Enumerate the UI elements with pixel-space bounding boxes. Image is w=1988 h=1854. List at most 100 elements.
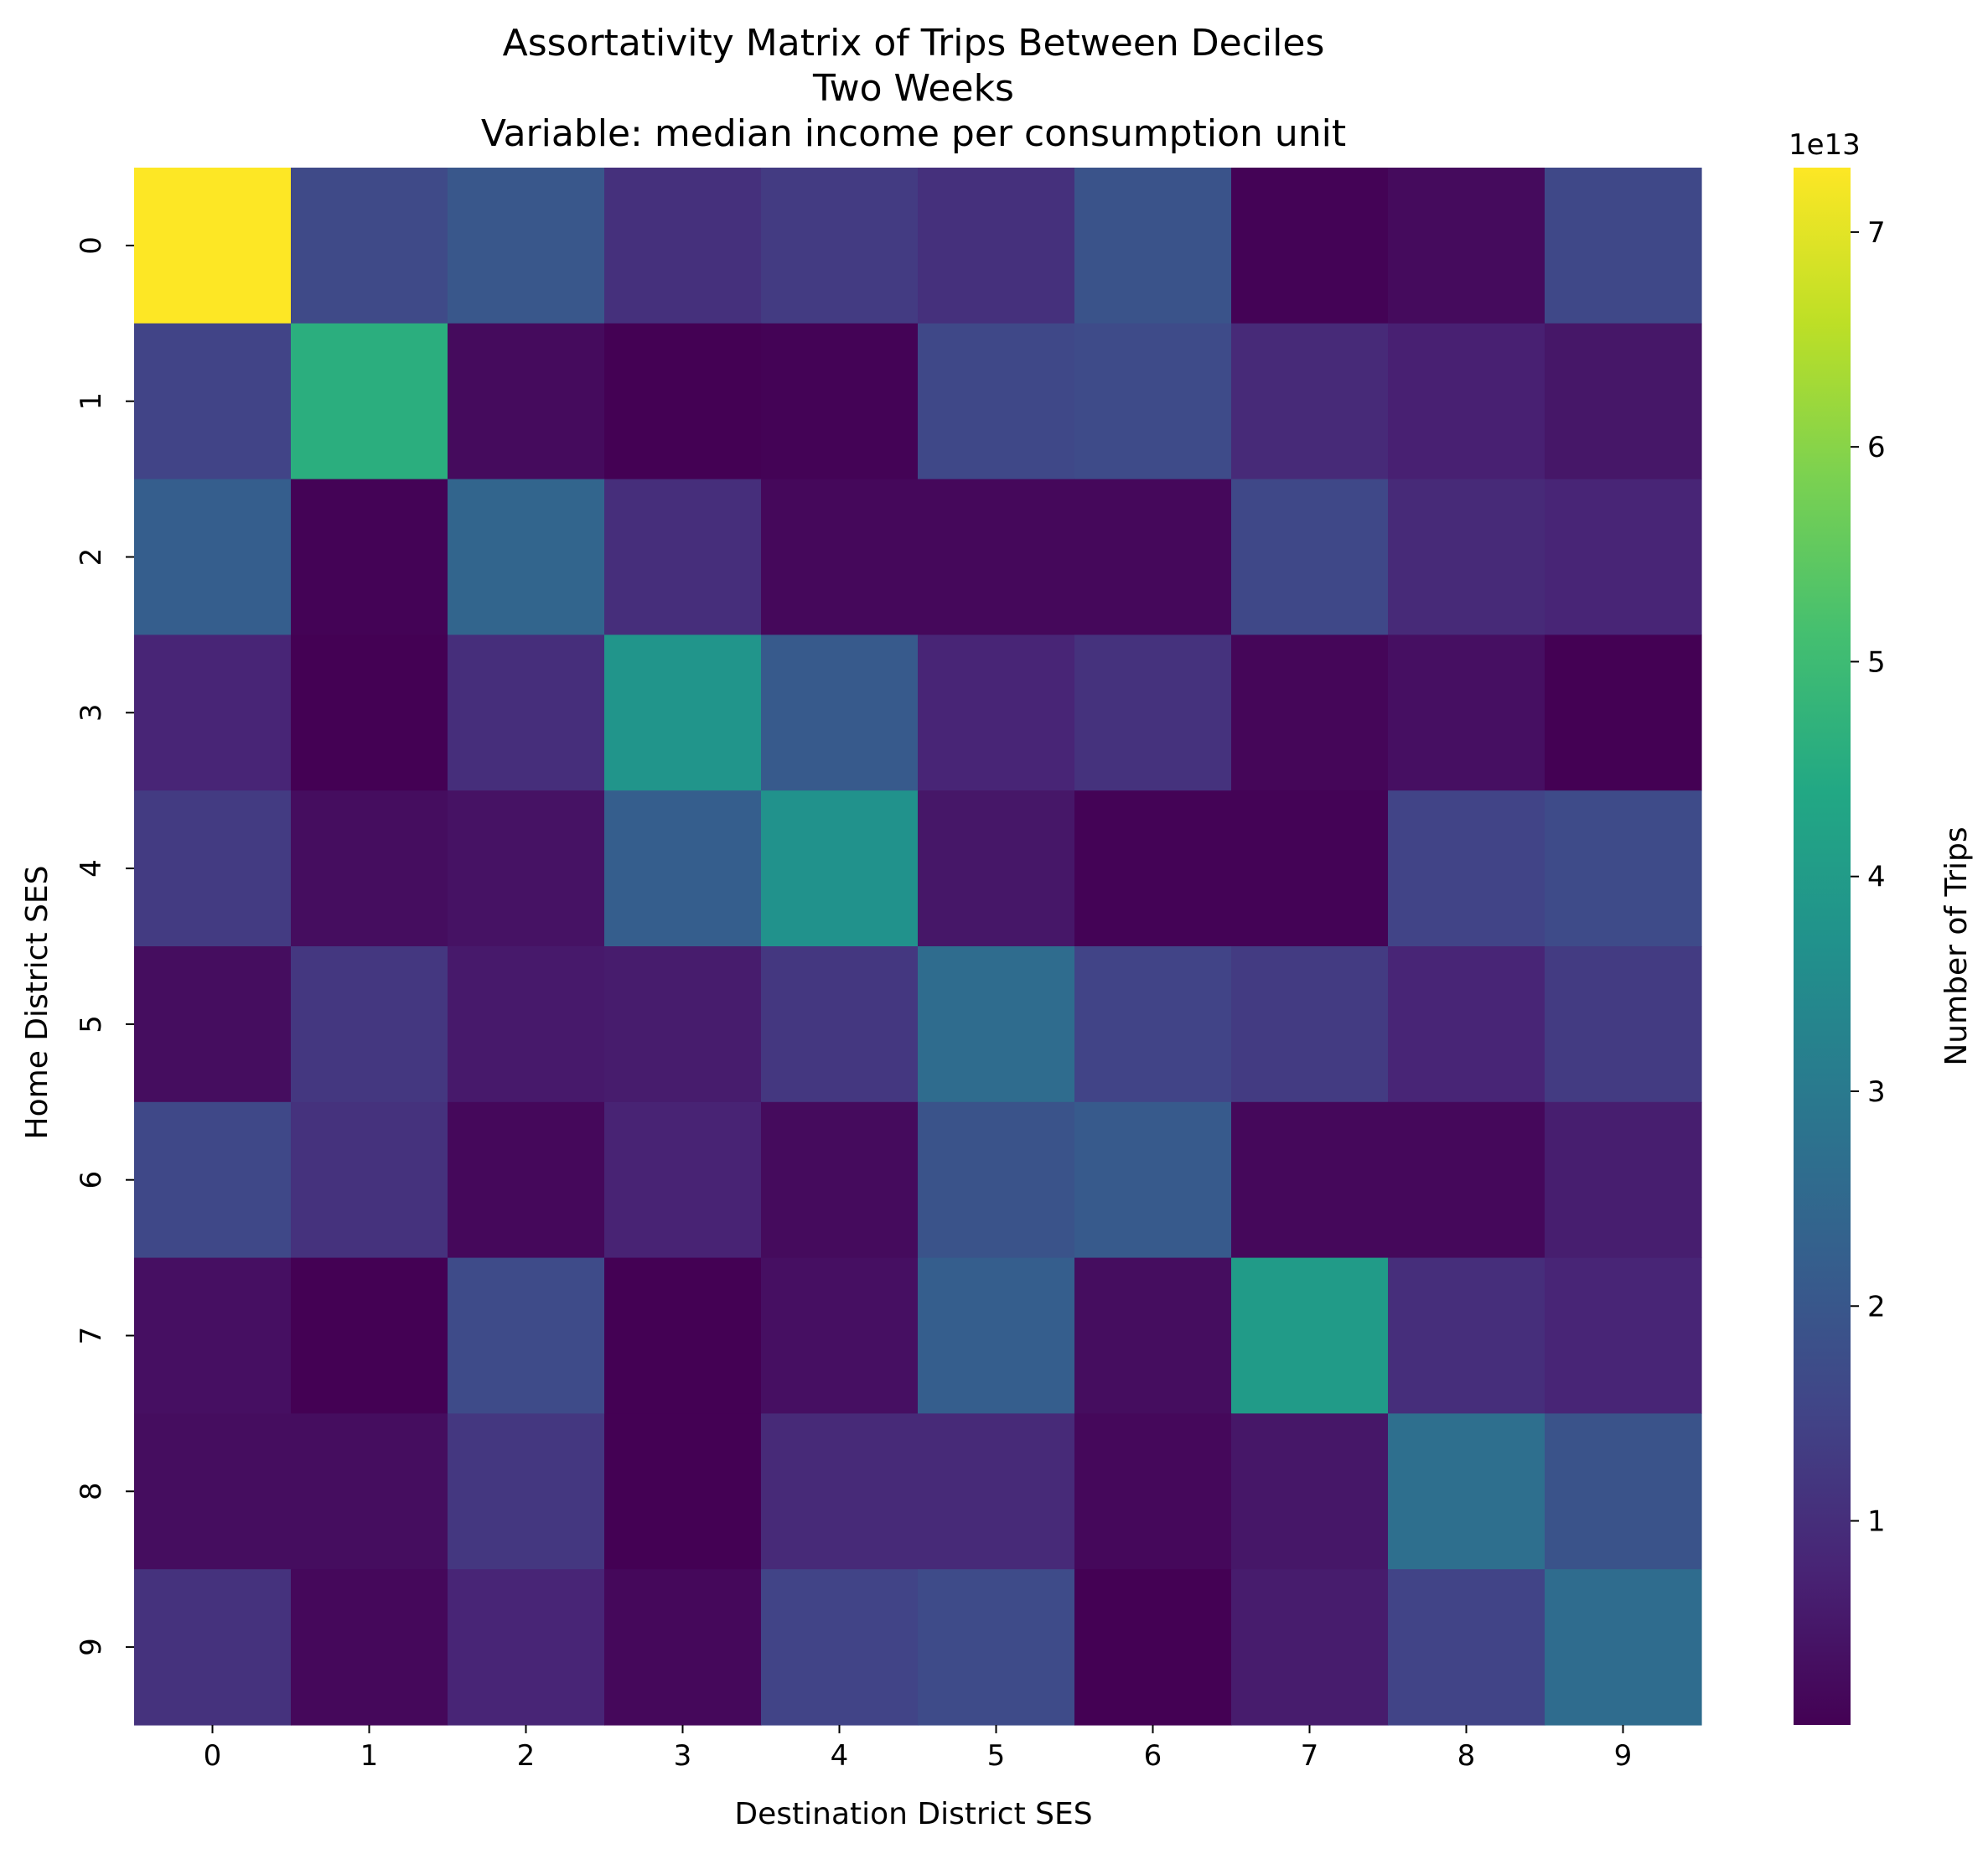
heatmap-cell-r8-c4 bbox=[761, 1413, 919, 1570]
heatmap-cell-r5-c6 bbox=[1074, 946, 1232, 1103]
heatmap-cell-r0-c8 bbox=[1388, 168, 1545, 324]
heatmap-cell-r4-c2 bbox=[448, 790, 605, 947]
colorbar: 1e13 1 2 3 4 5 6 7 Number of Trips bbox=[1789, 128, 1974, 1725]
x-axis-label: Destination District SES bbox=[734, 1797, 1092, 1831]
heatmap-cell-r2-c6 bbox=[1074, 479, 1232, 635]
heatmap-cell-r1-c7 bbox=[1231, 323, 1389, 480]
heatmap-cell-r4-c8 bbox=[1388, 790, 1545, 947]
heatmap-cell-r2-c5 bbox=[918, 479, 1075, 635]
y-axis-ticks: 0 1 2 3 4 5 6 7 8 9 bbox=[75, 236, 134, 1656]
heatmap-cell-r1-c9 bbox=[1545, 323, 1702, 480]
heatmap-cell-r5-c0 bbox=[134, 946, 292, 1103]
x-axis-ticks: 0 1 2 3 4 5 6 7 8 9 bbox=[204, 1725, 1632, 1773]
heatmap-cell-r8-c9 bbox=[1545, 1413, 1702, 1570]
heatmap-cell-r5-c9 bbox=[1545, 946, 1702, 1103]
heatmap-cell-r0-c6 bbox=[1074, 168, 1232, 324]
heatmap-cell-r9-c0 bbox=[134, 1569, 292, 1726]
x-tick-label-4: 4 bbox=[831, 1739, 849, 1773]
heatmap-cell-r1-c5 bbox=[918, 323, 1075, 480]
heatmap-cell-r0-c0 bbox=[134, 168, 292, 324]
y-tick-label-0: 0 bbox=[75, 236, 108, 255]
heatmap-cell-r2-c9 bbox=[1545, 479, 1702, 635]
colorbar-tick-label-0: 1 bbox=[1867, 1505, 1886, 1539]
heatmap-cell-r6-c8 bbox=[1388, 1101, 1545, 1259]
x-tick-label-1: 1 bbox=[360, 1739, 379, 1773]
heatmap-cell-r1-c8 bbox=[1388, 323, 1545, 480]
heatmap-cell-r2-c3 bbox=[604, 479, 762, 635]
y-tick-label-1: 1 bbox=[75, 392, 108, 411]
chart-title-line-3: Variable: median income per consumption … bbox=[481, 112, 1346, 155]
heatmap-cell-r8-c0 bbox=[134, 1413, 292, 1570]
heatmap-cell-r6-c3 bbox=[604, 1101, 762, 1259]
colorbar-label: Number of Trips bbox=[1939, 826, 1974, 1065]
heatmap-cell-r7-c1 bbox=[291, 1257, 448, 1414]
colorbar-tick-label-5: 6 bbox=[1867, 431, 1886, 464]
heatmap-cell-r9-c3 bbox=[604, 1569, 762, 1726]
heatmap-cell-r1-c2 bbox=[448, 323, 605, 480]
heatmap-cell-r0-c7 bbox=[1231, 168, 1389, 324]
heatmap-cells bbox=[134, 168, 1702, 1726]
heatmap-cell-r8-c2 bbox=[448, 1413, 605, 1570]
colorbar-ticks: 1 2 3 4 5 6 7 bbox=[1851, 216, 1886, 1539]
x-tick-label-0: 0 bbox=[204, 1739, 222, 1773]
heatmap-cell-r3-c0 bbox=[134, 634, 292, 791]
y-tick-label-5: 5 bbox=[75, 1015, 108, 1033]
heatmap-cell-r9-c1 bbox=[291, 1569, 448, 1726]
heatmap-cell-r6-c5 bbox=[918, 1101, 1075, 1259]
heatmap-cell-r7-c7 bbox=[1231, 1257, 1389, 1414]
heatmap-cell-r3-c5 bbox=[918, 634, 1075, 791]
heatmap-cell-r2-c7 bbox=[1231, 479, 1389, 635]
heatmap-cell-r8-c6 bbox=[1074, 1413, 1232, 1570]
heatmap-cell-r1-c3 bbox=[604, 323, 762, 480]
heatmap-cell-r3-c2 bbox=[448, 634, 605, 791]
heatmap-cell-r7-c0 bbox=[134, 1257, 292, 1414]
heatmap-cell-r3-c3 bbox=[604, 634, 762, 791]
heatmap-cell-r9-c2 bbox=[448, 1569, 605, 1726]
colorbar-tick-label-3: 4 bbox=[1867, 861, 1886, 894]
heatmap-cell-r9-c9 bbox=[1545, 1569, 1702, 1726]
heatmap-cell-r0-c9 bbox=[1545, 168, 1702, 324]
heatmap-cell-r0-c3 bbox=[604, 168, 762, 324]
colorbar-offset-text: 1e13 bbox=[1789, 128, 1861, 162]
y-tick-label-3: 3 bbox=[75, 703, 108, 722]
heatmap-cell-r0-c4 bbox=[761, 168, 919, 324]
chart-title: Assortativity Matrix of Trips Between De… bbox=[481, 22, 1346, 155]
heatmap-cell-r8-c3 bbox=[604, 1413, 762, 1570]
chart-title-line-1: Assortativity Matrix of Trips Between De… bbox=[503, 22, 1325, 65]
heatmap-cell-r4-c1 bbox=[291, 790, 448, 947]
heatmap-cell-r5-c1 bbox=[291, 946, 448, 1103]
heatmap-cell-r8-c8 bbox=[1388, 1413, 1545, 1570]
heatmap-cell-r2-c8 bbox=[1388, 479, 1545, 635]
heatmap-cell-r9-c5 bbox=[918, 1569, 1075, 1726]
heatmap-cell-r6-c9 bbox=[1545, 1101, 1702, 1259]
heatmap-cell-r1-c1 bbox=[291, 323, 448, 480]
heatmap-cell-r4-c4 bbox=[761, 790, 919, 947]
x-tick-label-5: 5 bbox=[987, 1739, 1006, 1773]
heatmap-cell-r6-c7 bbox=[1231, 1101, 1389, 1259]
y-tick-label-9: 9 bbox=[75, 1638, 108, 1656]
x-tick-label-2: 2 bbox=[517, 1739, 536, 1773]
x-tick-label-3: 3 bbox=[674, 1739, 692, 1773]
heatmap-cell-r9-c6 bbox=[1074, 1569, 1232, 1726]
heatmap-cell-r7-c5 bbox=[918, 1257, 1075, 1414]
heatmap-cell-r3-c8 bbox=[1388, 634, 1545, 791]
heatmap-cell-r3-c6 bbox=[1074, 634, 1232, 791]
heatmap-cell-r4-c6 bbox=[1074, 790, 1232, 947]
colorbar-tick-label-2: 3 bbox=[1867, 1075, 1886, 1109]
y-tick-label-6: 6 bbox=[75, 1171, 108, 1189]
heatmap-cell-r4-c5 bbox=[918, 790, 1075, 947]
heatmap-cell-r5-c4 bbox=[761, 946, 919, 1103]
heatmap-cell-r7-c3 bbox=[604, 1257, 762, 1414]
heatmap-cell-r7-c4 bbox=[761, 1257, 919, 1414]
heatmap-cell-r2-c0 bbox=[134, 479, 292, 635]
colorbar-tick-label-6: 7 bbox=[1867, 216, 1886, 250]
heatmap-cell-r3-c9 bbox=[1545, 634, 1702, 791]
heatmap-cell-r0-c1 bbox=[291, 168, 448, 324]
heatmap-cell-r5-c3 bbox=[604, 946, 762, 1103]
heatmap-cell-r0-c5 bbox=[918, 168, 1075, 324]
x-tick-label-8: 8 bbox=[1457, 1739, 1476, 1773]
heatmap-cell-r1-c4 bbox=[761, 323, 919, 480]
x-tick-label-7: 7 bbox=[1301, 1739, 1319, 1773]
y-tick-label-4: 4 bbox=[75, 859, 108, 878]
